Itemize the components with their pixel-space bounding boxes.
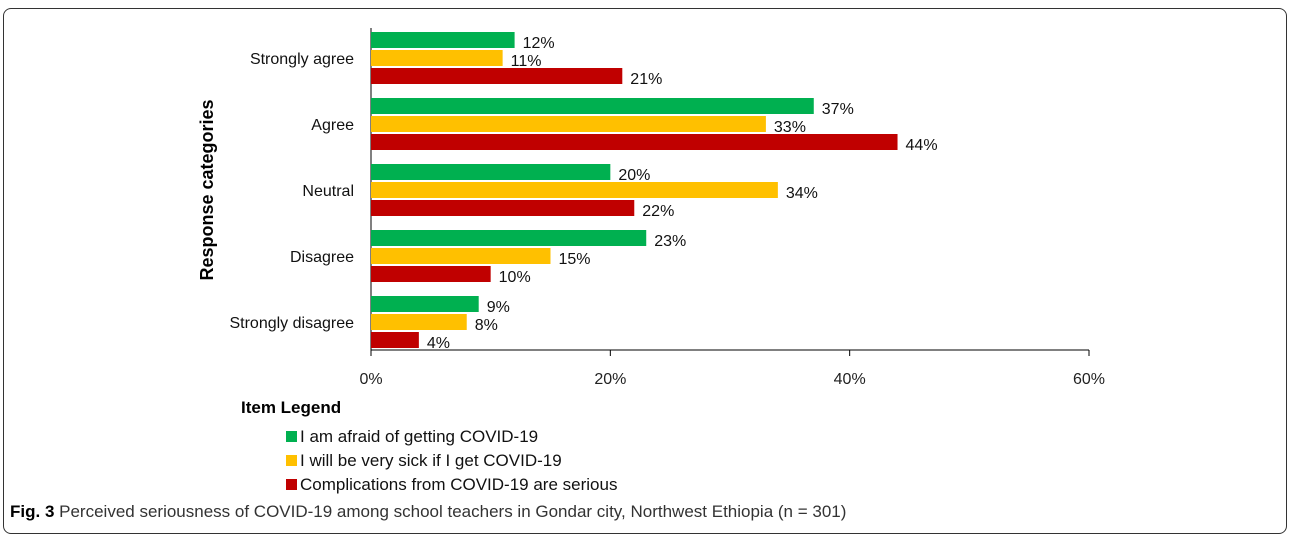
figure-caption: Fig. 3 Perceived seriousness of COVID-19… [10, 502, 1280, 522]
legend-swatch [286, 431, 297, 442]
legend-swatch [286, 455, 297, 466]
data-label: 4% [427, 335, 450, 352]
category-label: Agree [311, 117, 354, 134]
data-label: 11% [511, 53, 542, 70]
bar [371, 98, 814, 114]
category-label: Strongly disagree [229, 315, 354, 332]
data-label: 9% [487, 299, 510, 316]
data-label: 20% [618, 167, 650, 184]
data-label: 12% [523, 35, 555, 52]
x-tick-label: 0% [359, 371, 382, 388]
category-label: Neutral [302, 183, 354, 200]
figure-frame [3, 8, 1287, 534]
data-label: 21% [630, 71, 662, 88]
bar [371, 230, 647, 246]
category-label: Strongly agree [250, 51, 354, 68]
bar [371, 164, 611, 180]
x-tick-label: 60% [1073, 371, 1105, 388]
x-tick-label: 40% [834, 371, 866, 388]
bar [371, 266, 491, 282]
bar [371, 32, 515, 48]
data-label: 33% [774, 119, 806, 136]
legend-label: Complications from COVID-19 are serious [300, 475, 617, 494]
bar-chart: 0% 20% 40% 60% 12%11% 21% Strongly agree 37% 33%… [197, 28, 1105, 494]
bar [371, 134, 898, 150]
figure-caption-text: Perceived seriousness of COVID-19 among … [59, 502, 847, 521]
bar [371, 50, 503, 66]
legend-swatch [286, 479, 297, 490]
data-label: 10% [499, 269, 531, 286]
data-label: 23% [654, 233, 686, 250]
bar [371, 68, 623, 84]
data-label: 44% [906, 137, 938, 154]
category-label: Disagree [290, 249, 354, 266]
bar [371, 116, 766, 132]
legend-label: I am afraid of getting COVID-19 [300, 427, 538, 446]
bar [371, 332, 419, 348]
y-axis-title: Response categories [197, 99, 217, 280]
figure-label: Fig. 3 [10, 502, 55, 521]
data-label: 34% [786, 185, 818, 202]
legend-title: Item Legend [241, 398, 341, 417]
data-label: 37% [822, 101, 854, 118]
x-tick-label: 20% [594, 371, 626, 388]
bar [371, 200, 635, 216]
bar [371, 314, 467, 330]
data-label: 8% [475, 317, 498, 334]
data-label: 15% [559, 251, 591, 268]
bar [371, 182, 778, 198]
bar [371, 296, 479, 312]
data-label: 22% [642, 203, 674, 220]
bar [371, 248, 551, 264]
legend-label: I will be very sick if I get COVID-19 [300, 451, 562, 470]
